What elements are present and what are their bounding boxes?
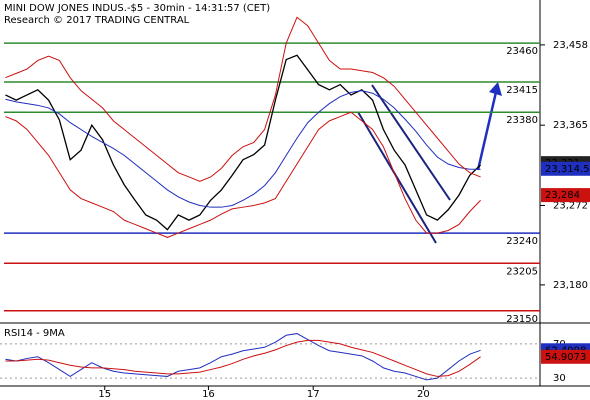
forecast-arrow-head xyxy=(489,82,502,96)
price-tag xyxy=(541,349,590,364)
y-tick-label: 23,272 xyxy=(553,200,588,211)
y-tick-label: 23,458 xyxy=(553,40,588,51)
x-tick-label: 20 xyxy=(417,389,430,400)
series-line xyxy=(5,16,481,182)
chart-subtitle: Research © 2017 TRADING CENTRAL xyxy=(4,15,190,26)
channel-line xyxy=(371,84,451,201)
series-line xyxy=(5,111,481,238)
level-label: 23415 xyxy=(506,85,538,96)
level-label: 23380 xyxy=(506,115,538,126)
x-tick-label: 17 xyxy=(307,389,320,400)
channel-line xyxy=(357,111,437,244)
level-label: 23460 xyxy=(506,46,538,57)
price-tag-label: 23,284 xyxy=(545,190,580,201)
rsi-label: RSI14 - 9MA xyxy=(4,328,65,339)
x-tick-label: 15 xyxy=(98,389,111,400)
series-line xyxy=(5,90,481,208)
y-tick-label: 23,365 xyxy=(553,120,588,131)
x-tick-label: 16 xyxy=(202,389,215,400)
level-label: 23205 xyxy=(506,266,538,277)
series-line xyxy=(5,54,482,231)
price-tag xyxy=(541,161,590,176)
rsi-tick-label: 30 xyxy=(553,373,566,384)
series-line xyxy=(5,339,481,377)
price-tag xyxy=(541,188,590,203)
level-label: 23240 xyxy=(506,236,538,247)
forecast-arrow xyxy=(476,91,498,171)
y-tick-label: 23,180 xyxy=(553,280,588,291)
chart-title: MINI DOW JONES INDUS.-$5 - 30min - 14:31… xyxy=(4,3,270,14)
level-label: 23150 xyxy=(506,314,538,325)
price-tag-label: 54.9073 xyxy=(545,352,586,363)
price-tag-label: 23,314.5 xyxy=(545,164,590,175)
